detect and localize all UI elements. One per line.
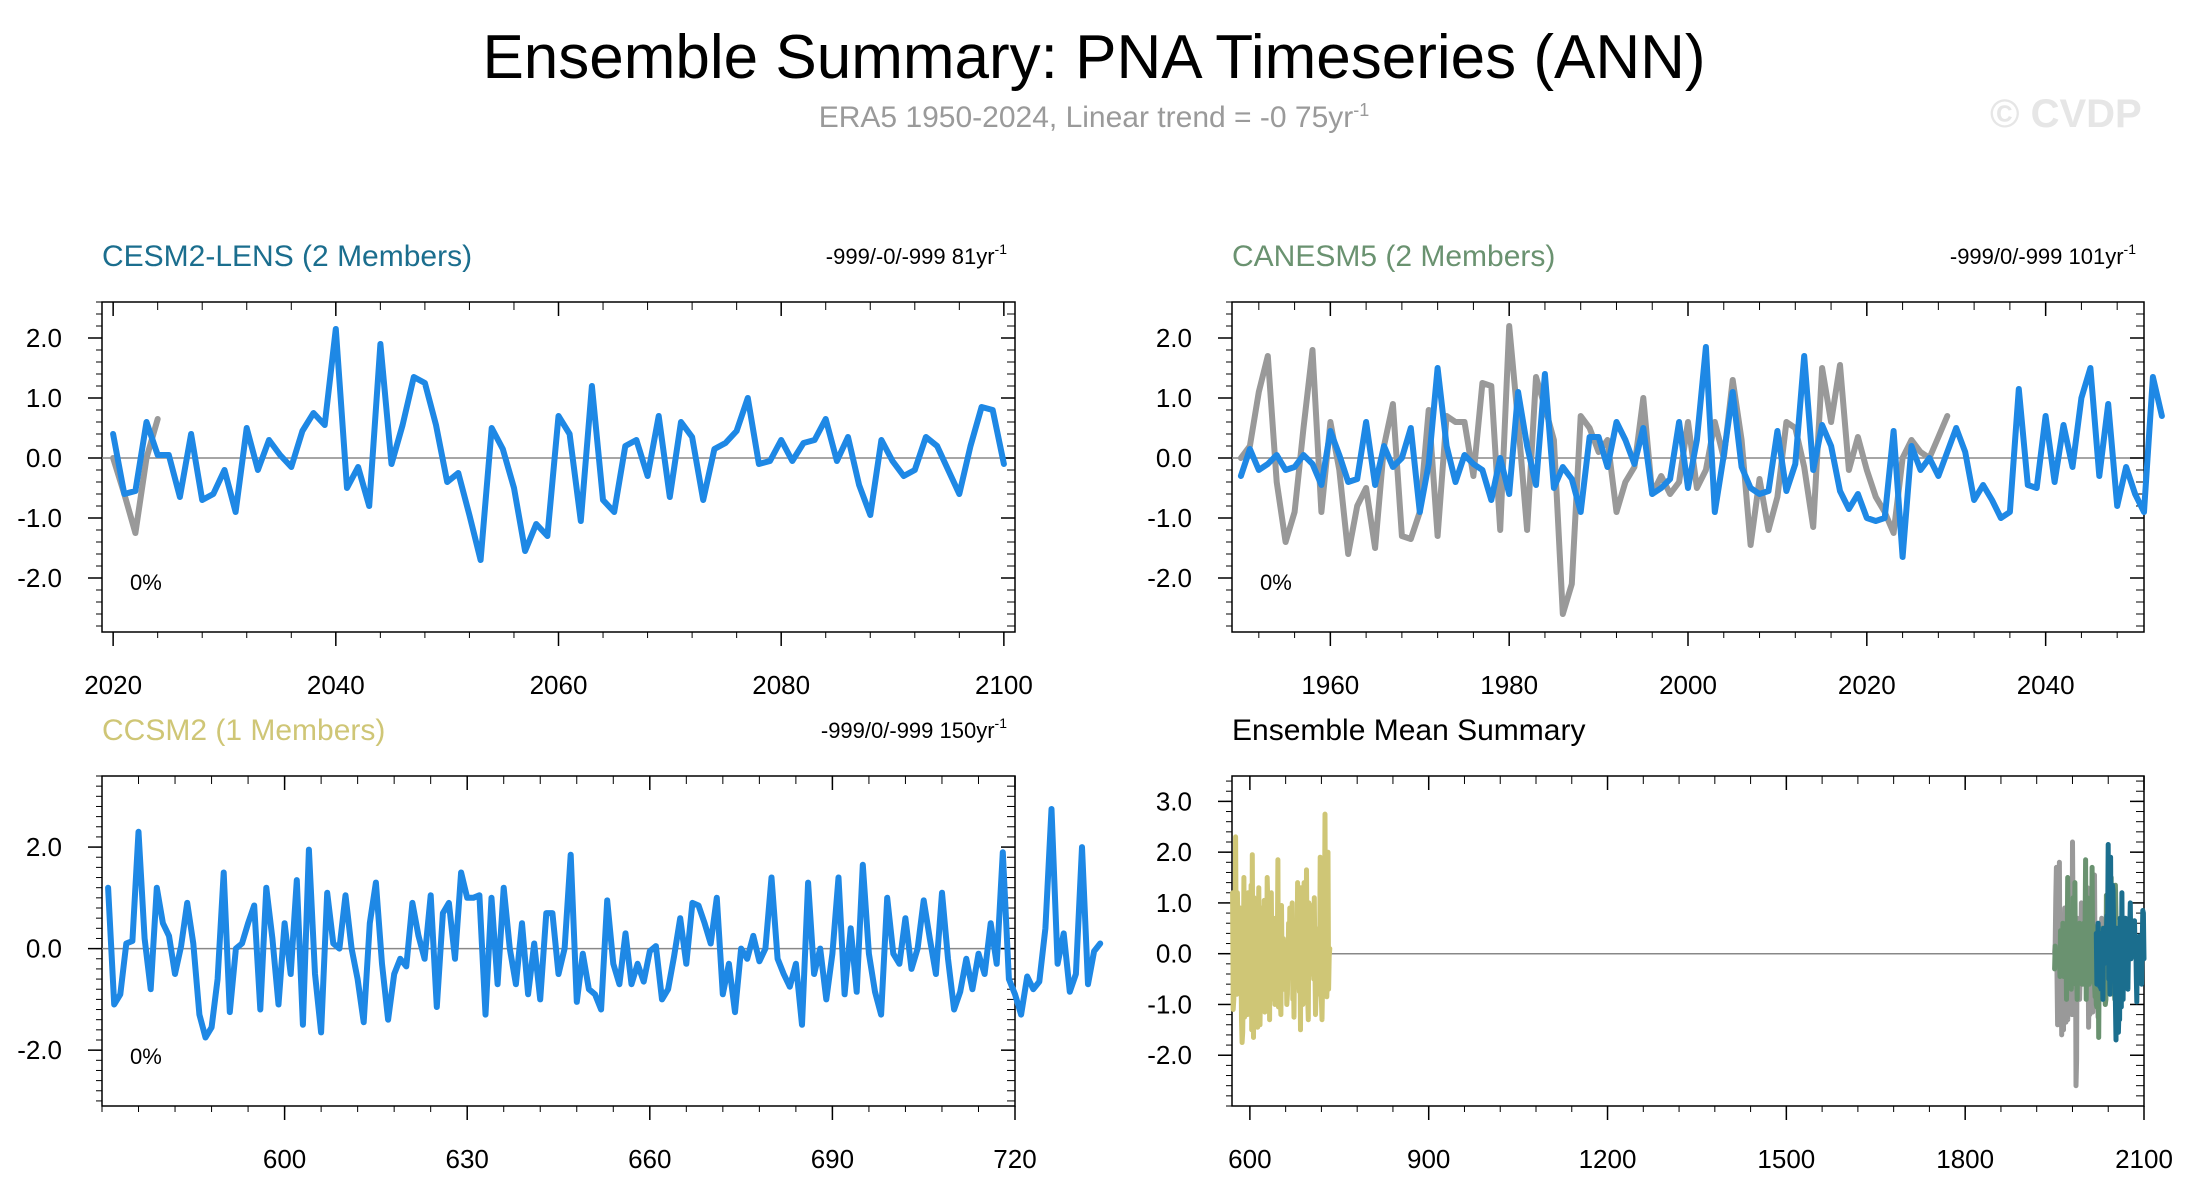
x-tick-label: 2060: [530, 670, 588, 700]
figure-subtitle: ERA5 1950-2024, Linear trend = -0 75yr-1: [0, 100, 2188, 135]
panel-2: 2.0 1.0 0.0 -1.0 -2.0 1960 1980 2000 2020 2040 CAN…: [1147, 240, 2165, 700]
y-tick-label: 0.0: [26, 443, 62, 473]
panel-title: CANESM5 (2 Members): [1232, 240, 1555, 273]
x-tick-label: 630: [446, 1144, 489, 1174]
y-tick-label: 1.0: [1156, 383, 1192, 413]
y-tick-label: 2.0: [26, 832, 62, 862]
y-tick-label: -2.0: [1147, 1040, 1192, 1070]
x-tick-label: 2000: [1659, 670, 1717, 700]
x-tick-label: 2040: [307, 670, 365, 700]
y-tick-label: 0.0: [1156, 939, 1192, 969]
x-tick-label: 1980: [1480, 670, 1538, 700]
series-line-cesm2-lens: [110, 326, 1007, 563]
y-tick-label: -1.0: [1147, 989, 1192, 1019]
trend-label: -999/-0/-999 81yr-1: [826, 241, 1007, 269]
x-tick-label: 2020: [1838, 670, 1896, 700]
trend-superscript: -1: [2124, 241, 2137, 257]
y-tick-label: -2.0: [17, 563, 62, 593]
subtitle-text: ERA5 1950-2024, Linear trend = -0 75yr: [818, 101, 1354, 134]
x-tick-label: 2100: [2115, 1144, 2173, 1174]
x-tick-label: 2100: [975, 670, 1033, 700]
y-tick-label: 3.0: [1156, 786, 1192, 816]
x-tick-label: 1200: [1579, 1144, 1637, 1174]
x-tick-label: 900: [1407, 1144, 1450, 1174]
x-tick-label: 690: [811, 1144, 854, 1174]
x-tick-label: 2020: [84, 670, 142, 700]
x-tick-label: 2080: [752, 670, 810, 700]
x-tick-label: 720: [993, 1144, 1036, 1174]
series-line-ccsm2: [1230, 811, 1333, 1045]
panel-3: 2.0 0.0 -2.0 600 630 660 690 720 CCSM2 (1 Member…: [17, 714, 1104, 1174]
x-tick-label: 1500: [1757, 1144, 1815, 1174]
panel-title: CESM2-LENS (2 Members): [102, 240, 472, 273]
plot-frame: [101, 775, 1016, 1107]
y-tick-label: 1.0: [1156, 888, 1192, 918]
subtitle-superscript: -1: [1353, 100, 1370, 120]
trend-superscript: -1: [995, 241, 1008, 257]
trend-value: -999/-0/-999 81yr: [826, 244, 995, 269]
x-tick-label: 2040: [2017, 670, 2075, 700]
panel-4: 3.0 2.0 1.0 0.0 -1.0 -2.0 600 900 1200 1500 1800 21…: [1147, 714, 2173, 1174]
y-tick-label: -2.0: [17, 1035, 62, 1065]
series-line-canesm5: [1237, 344, 2165, 560]
y-tick-label: -2.0: [1147, 563, 1192, 593]
plot-frame: [1231, 775, 2145, 1107]
series-line-canesm5: [2052, 857, 2119, 1040]
y-tick-label: 0.0: [26, 934, 62, 964]
y-tick-label: 1.0: [26, 383, 62, 413]
trend-value: -999/0/-999 101yr: [1950, 244, 2124, 269]
series-line-ccsm2: [105, 806, 1104, 1041]
panel-1: 2.0 1.0 0.0 -1.0 -2.0 2020 2040 2060 2080 2100 CES…: [17, 240, 1033, 700]
trend-label: -999/0/-999 101yr-1: [1950, 241, 2136, 269]
y-tick-label: -1.0: [1147, 503, 1192, 533]
percent-label: 0%: [1260, 570, 1292, 595]
trend-value: -999/0/-999 150yr: [821, 718, 995, 743]
y-tick-label: 0.0: [1156, 443, 1192, 473]
x-tick-label: 600: [263, 1144, 306, 1174]
panel-title: Ensemble Mean Summary: [1232, 714, 1585, 747]
y-tick-label: -1.0: [17, 503, 62, 533]
figure-title: Ensemble Summary: PNA Timeseries (ANN): [482, 23, 1706, 92]
trend-label: -999/0/-999 150yr-1: [821, 715, 1007, 743]
series-line-cesm2-lens: [2093, 842, 2147, 1043]
y-tick-label: 2.0: [1156, 837, 1192, 867]
cvdp-watermark: © CVDP: [1990, 92, 2142, 136]
x-tick-label: 600: [1228, 1144, 1271, 1174]
y-tick-label: 2.0: [1156, 323, 1192, 353]
percent-label: 0%: [130, 570, 162, 595]
panel-title: CCSM2 (1 Members): [102, 714, 385, 747]
x-tick-label: 1800: [1936, 1144, 1994, 1174]
trend-superscript: -1: [995, 715, 1008, 731]
x-tick-label: 1960: [1301, 670, 1359, 700]
y-tick-label: 2.0: [26, 323, 62, 353]
percent-label: 0%: [130, 1044, 162, 1069]
x-tick-label: 660: [628, 1144, 671, 1174]
